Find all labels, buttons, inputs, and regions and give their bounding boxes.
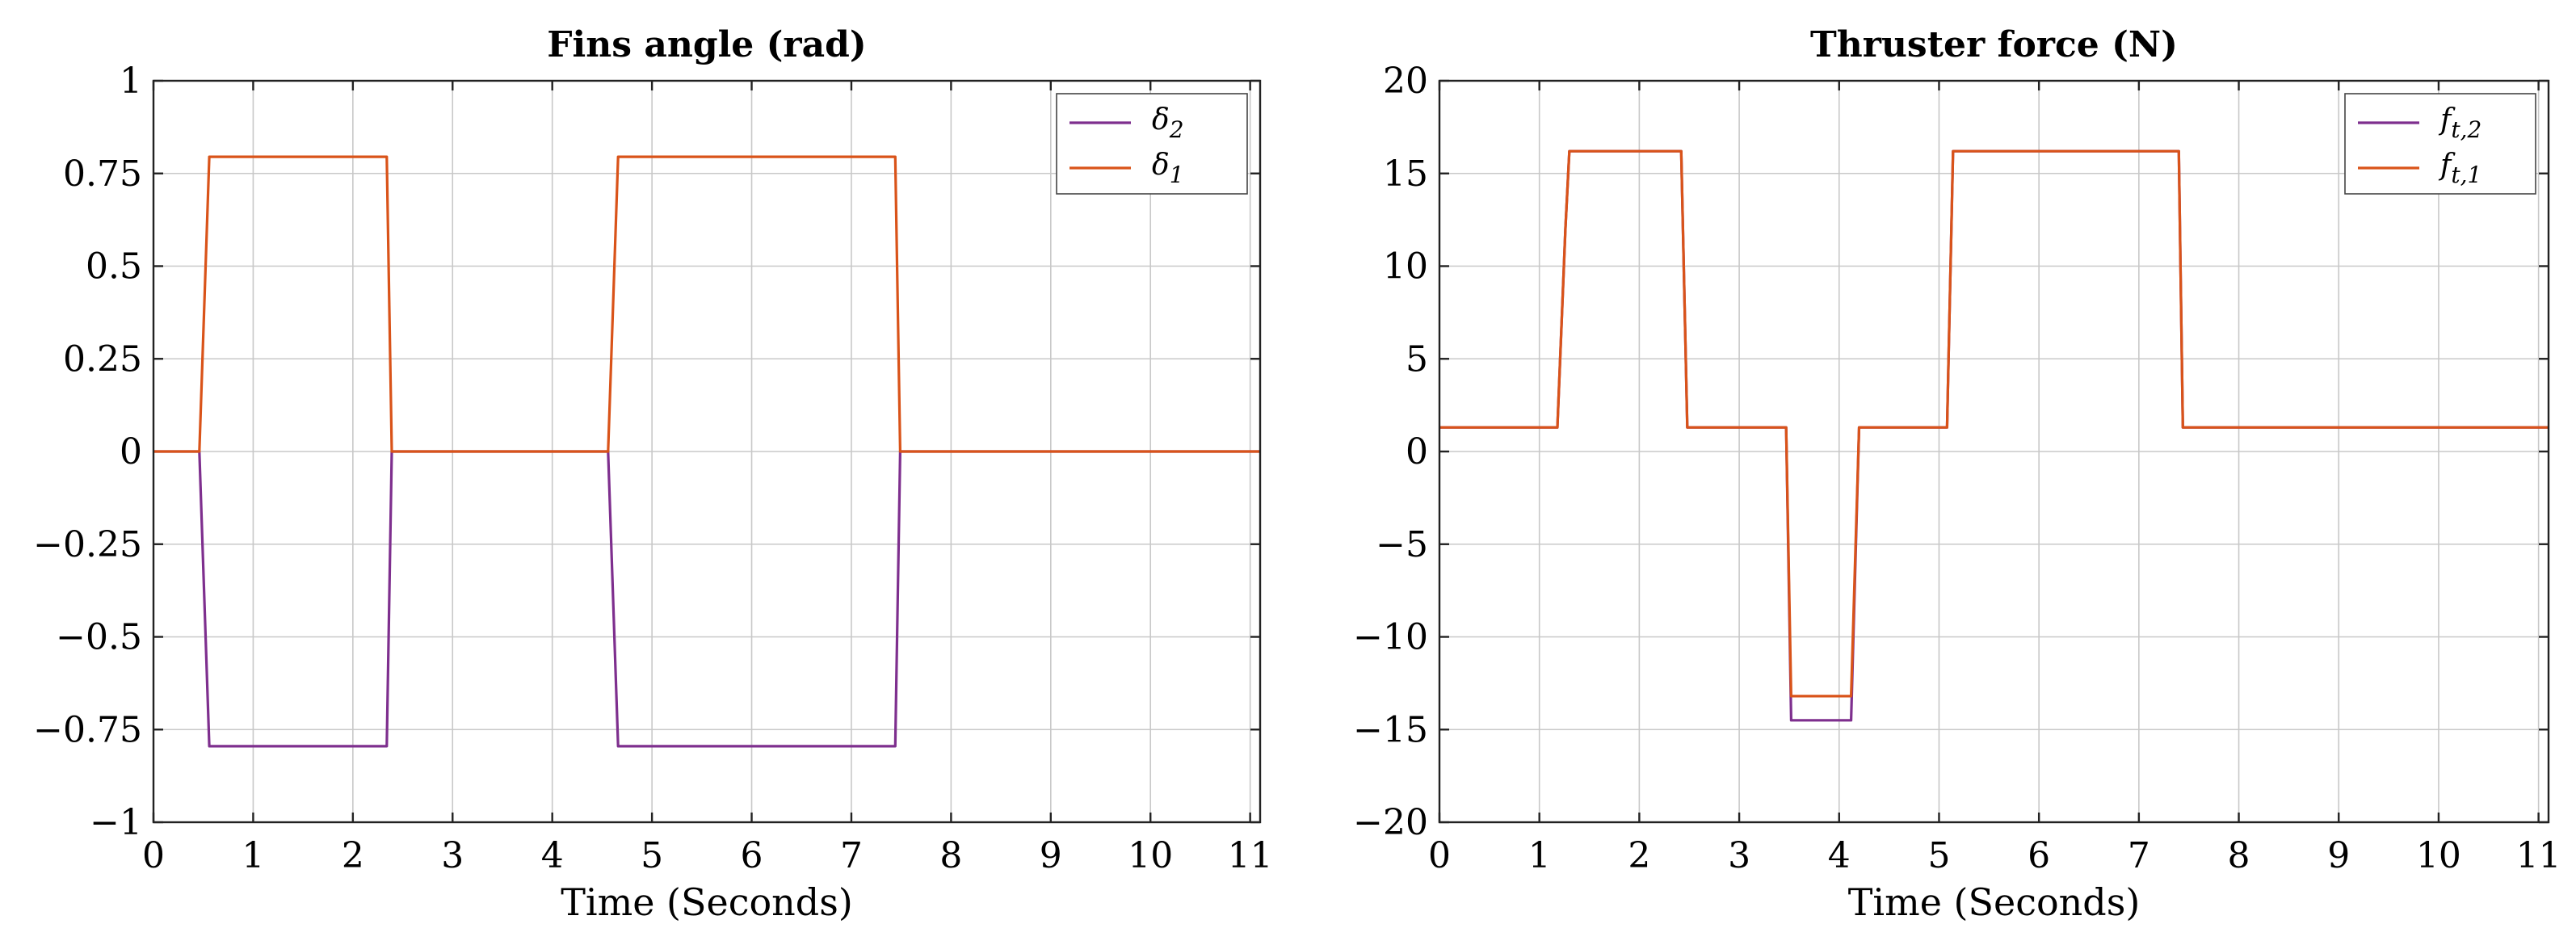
y-tick-label: −20: [1353, 802, 1428, 843]
y-tick-label: −0.5: [56, 617, 142, 658]
x-tick-label: 8: [939, 835, 962, 876]
x-tick-label: 9: [1040, 835, 1062, 876]
x-tick-label: 0: [1428, 835, 1451, 876]
axis-ticks: 0 1 2 3 4 5 6 7 8 9 10 11 20 15 10 5 0 −5 −10 −15 −20: [1353, 61, 2561, 876]
y-tick-label: 10: [1383, 246, 1428, 288]
x-tick-label: 11: [2516, 835, 2561, 876]
y-tick-label: 1: [120, 61, 142, 102]
legend-label: δ1: [1152, 149, 1184, 188]
y-tick-label: 0: [120, 431, 142, 472]
y-tick-label: 20: [1383, 61, 1428, 102]
x-tick-label: 7: [840, 835, 863, 876]
x-tick-label: 3: [441, 835, 464, 876]
x-tick-label: 11: [1228, 835, 1273, 876]
x-axis-label: Time (Seconds): [1848, 880, 2141, 924]
y-tick-label: 5: [1406, 338, 1428, 380]
series-line-2: [153, 450, 1260, 748]
y-tick-label: −0.75: [33, 709, 142, 750]
y-tick-label: −15: [1353, 709, 1428, 750]
y-tick-label: 0: [1406, 431, 1428, 472]
x-tick-label: 6: [2028, 835, 2050, 876]
fins-angle-chart: Fins angle (rad) Time (Seconds) 0 1 2 3 4 5 6 7…: [33, 24, 1273, 924]
series-lines: [153, 155, 1260, 748]
chart-title: Thruster force (N): [1810, 24, 2178, 65]
y-tick-label: 0.5: [86, 246, 142, 288]
legend-label: δ2: [1152, 103, 1184, 143]
axes-frame: [152, 79, 1262, 824]
x-tick-label: 9: [2327, 835, 2350, 876]
y-tick-label: −10: [1353, 617, 1428, 658]
y-tick-label: −1: [90, 802, 142, 843]
legend-box: [1056, 93, 1248, 195]
thruster-force-chart: Thruster force (N) Time (Seconds) 0 1 2 3 4 5…: [1353, 24, 2561, 924]
x-tick-label: 10: [2416, 835, 2461, 876]
x-tick-label: 3: [1728, 835, 1750, 876]
x-tick-label: 0: [142, 835, 165, 876]
y-tick-label: 0.25: [63, 338, 142, 380]
series-line-ft1: [1439, 149, 2549, 698]
x-tick-label: 4: [541, 835, 564, 876]
x-tick-label: 2: [1628, 835, 1650, 876]
x-tick-label: 5: [1927, 835, 1950, 876]
x-tick-label: 10: [1128, 835, 1173, 876]
x-tick-label: 1: [242, 835, 264, 876]
x-tick-label: 8: [2228, 835, 2250, 876]
legend: ft,2ft,1: [2344, 93, 2536, 195]
y-tick-label: −0.25: [33, 524, 142, 565]
x-tick-label: 7: [2128, 835, 2150, 876]
legend-box: [2344, 93, 2536, 195]
series-line-ft2: [1439, 149, 2549, 722]
axes-frame: [1438, 79, 2550, 824]
y-tick-label: 15: [1383, 153, 1428, 195]
x-axis-label: Time (Seconds): [561, 880, 853, 924]
x-tick-label: 2: [342, 835, 364, 876]
x-tick-label: 5: [641, 835, 663, 876]
series-line-1: [153, 155, 1260, 453]
x-tick-label: 4: [1828, 835, 1851, 876]
chart-title: Fins angle (rad): [547, 24, 866, 65]
axis-ticks: 0 1 2 3 4 5 6 7 8 9 10 1110.750.50.250−0.25−0.5−0.7…: [33, 61, 1273, 876]
series-lines: [1439, 149, 2549, 722]
x-tick-label: 1: [1528, 835, 1551, 876]
y-tick-label: 0.75: [63, 153, 142, 195]
y-tick-label: −5: [1376, 524, 1428, 565]
x-tick-label: 6: [741, 835, 763, 876]
